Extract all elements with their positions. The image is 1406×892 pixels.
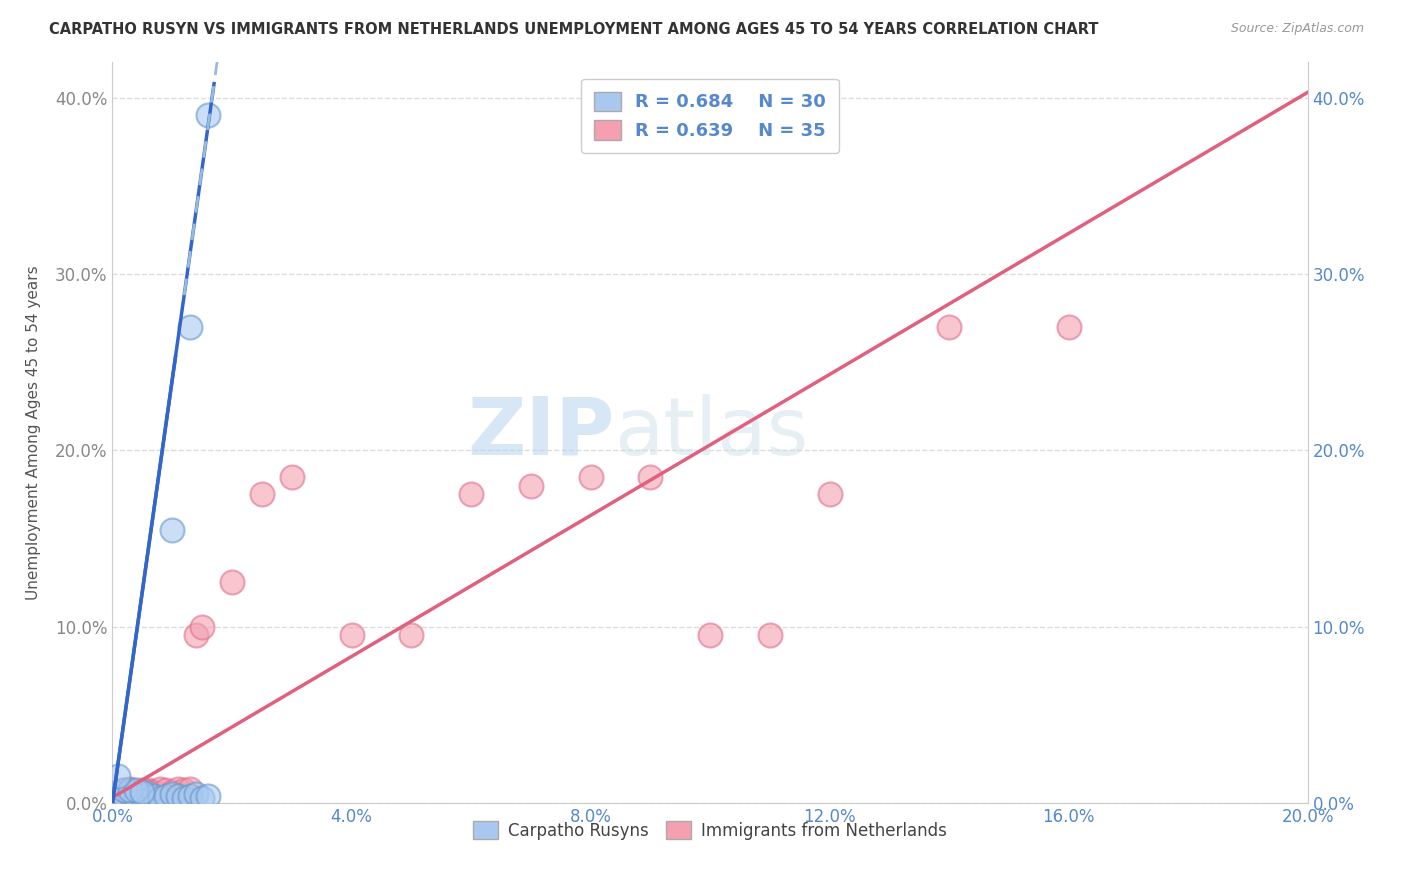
- Point: [125, 790, 148, 805]
- Point: [120, 783, 142, 797]
- Point: [759, 628, 782, 642]
- Point: [401, 628, 423, 642]
- Point: [120, 781, 142, 796]
- Point: [520, 478, 543, 492]
- Point: [179, 319, 201, 334]
- Point: [162, 523, 183, 537]
- Point: [107, 769, 129, 783]
- Point: [114, 785, 135, 799]
- Point: [155, 789, 177, 803]
- Point: [699, 628, 721, 642]
- Point: [186, 787, 208, 801]
- Point: [167, 781, 190, 796]
- Point: [167, 789, 190, 803]
- Point: [131, 783, 153, 797]
- Point: [250, 487, 273, 501]
- Point: [173, 790, 195, 805]
- Point: [221, 575, 243, 590]
- Point: [143, 785, 166, 799]
- Point: [162, 785, 183, 799]
- Point: [107, 785, 129, 799]
- Point: [138, 785, 160, 799]
- Text: Source: ZipAtlas.com: Source: ZipAtlas.com: [1230, 22, 1364, 36]
- Point: [179, 789, 201, 803]
- Point: [191, 619, 214, 633]
- Point: [149, 790, 172, 805]
- Point: [340, 628, 363, 642]
- Text: atlas: atlas: [614, 393, 808, 472]
- Point: [114, 783, 135, 797]
- Point: [125, 783, 148, 797]
- Point: [162, 787, 183, 801]
- Point: [120, 783, 142, 797]
- Point: [143, 789, 166, 803]
- Point: [131, 785, 153, 799]
- Text: ZIP: ZIP: [467, 393, 614, 472]
- Point: [1057, 319, 1080, 334]
- Point: [138, 787, 160, 801]
- Legend: Carpatho Rusyns, Immigrants from Netherlands: Carpatho Rusyns, Immigrants from Netherl…: [467, 814, 953, 847]
- Point: [197, 789, 219, 803]
- Point: [179, 781, 201, 796]
- Point: [197, 108, 219, 122]
- Point: [125, 785, 148, 799]
- Point: [579, 469, 602, 483]
- Text: CARPATHO RUSYN VS IMMIGRANTS FROM NETHERLANDS UNEMPLOYMENT AMONG AGES 45 TO 54 Y: CARPATHO RUSYN VS IMMIGRANTS FROM NETHER…: [49, 22, 1098, 37]
- Point: [281, 469, 304, 483]
- Y-axis label: Unemployment Among Ages 45 to 54 years: Unemployment Among Ages 45 to 54 years: [27, 265, 41, 600]
- Point: [191, 790, 214, 805]
- Point: [173, 783, 195, 797]
- Point: [114, 783, 135, 797]
- Point: [131, 785, 153, 799]
- Point: [186, 628, 208, 642]
- Point: [107, 787, 129, 801]
- Point: [125, 787, 148, 801]
- Point: [155, 783, 177, 797]
- Point: [149, 781, 172, 796]
- Point: [640, 469, 662, 483]
- Point: [114, 789, 135, 803]
- Point: [460, 487, 482, 501]
- Point: [107, 787, 129, 801]
- Point: [131, 789, 153, 803]
- Point: [938, 319, 960, 334]
- Point: [120, 787, 142, 801]
- Point: [138, 783, 160, 797]
- Point: [818, 487, 841, 501]
